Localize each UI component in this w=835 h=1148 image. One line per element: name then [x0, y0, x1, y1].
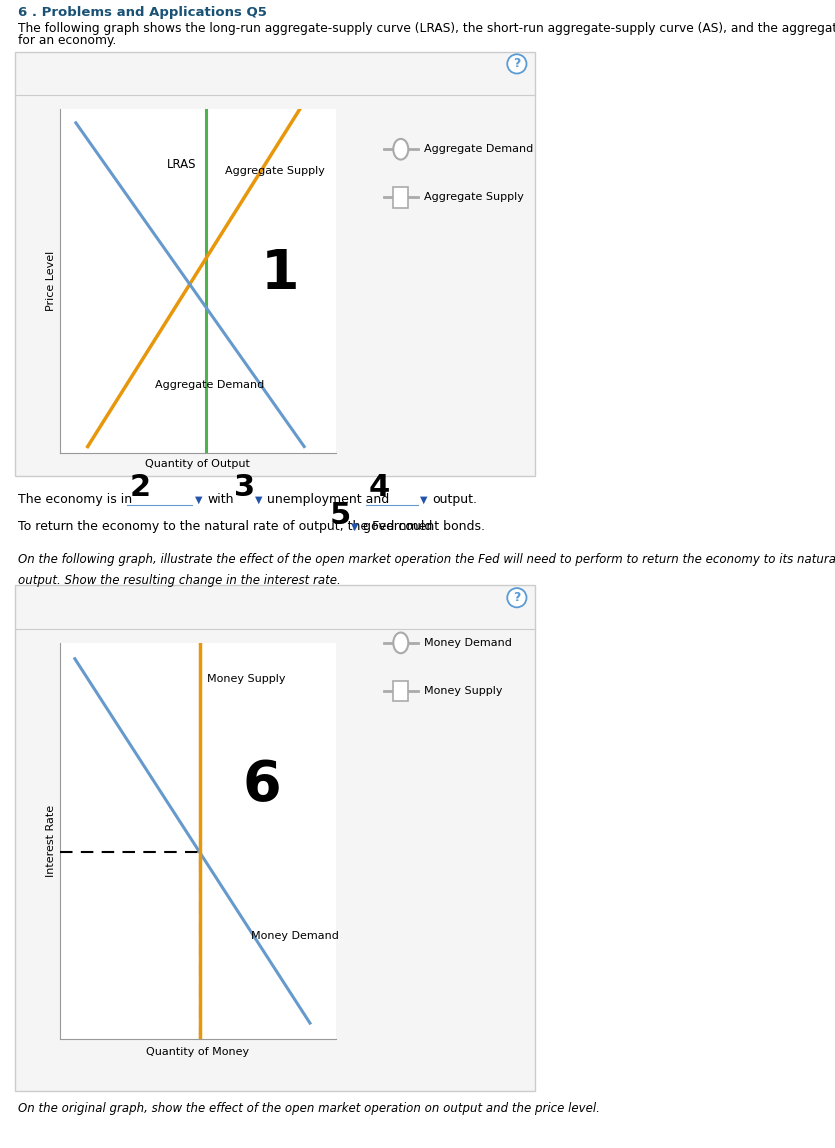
Text: Aggregate Demand: Aggregate Demand [424, 145, 534, 154]
Text: government bonds.: government bonds. [363, 520, 485, 534]
Text: Money Demand: Money Demand [251, 931, 339, 941]
Text: The following graph shows the long-run aggregate-supply curve (LRAS), the short-: The following graph shows the long-run a… [18, 22, 835, 34]
Text: ?: ? [514, 57, 520, 70]
Text: Money Demand: Money Demand [424, 638, 512, 647]
Text: Aggregate Demand: Aggregate Demand [155, 380, 265, 389]
Text: Quantity of Output: Quantity of Output [145, 459, 250, 470]
Text: On the original graph, show the effect of the open market operation on output an: On the original graph, show the effect o… [18, 1102, 600, 1115]
Text: 2: 2 [129, 473, 150, 503]
Text: ▼: ▼ [420, 495, 428, 504]
Text: To return the economy to the natural rate of output, the Fed could: To return the economy to the natural rat… [18, 520, 433, 534]
Text: ▼: ▼ [351, 522, 358, 532]
Text: Quantity of Money: Quantity of Money [146, 1047, 250, 1057]
Y-axis label: Price Level: Price Level [46, 251, 56, 311]
Text: output.: output. [433, 492, 478, 506]
Text: unemployment and: unemployment and [267, 492, 389, 506]
Text: LRAS: LRAS [166, 157, 196, 171]
Text: with: with [207, 492, 234, 506]
Text: On the following graph, illustrate the effect of the open market operation the F: On the following graph, illustrate the e… [18, 553, 835, 566]
Text: ?: ? [514, 591, 520, 604]
Text: output. Show the resulting change in the interest rate.: output. Show the resulting change in the… [18, 574, 342, 587]
Text: ▼: ▼ [195, 495, 202, 504]
Text: 6: 6 [243, 759, 281, 813]
Text: ▼: ▼ [255, 495, 262, 504]
Text: The economy is in: The economy is in [18, 492, 133, 506]
Text: Aggregate Supply: Aggregate Supply [225, 166, 326, 176]
Text: for an economy.: for an economy. [18, 34, 117, 47]
Text: Money Supply: Money Supply [424, 687, 503, 696]
Text: Aggregate Supply: Aggregate Supply [424, 193, 524, 202]
Y-axis label: Interest Rate: Interest Rate [46, 805, 56, 877]
Text: 4: 4 [368, 473, 389, 503]
Text: 6 . Problems and Applications Q5: 6 . Problems and Applications Q5 [18, 6, 267, 20]
Text: Money Supply: Money Supply [207, 674, 286, 683]
Text: 5: 5 [330, 501, 351, 530]
Text: 1: 1 [261, 247, 300, 302]
Text: 3: 3 [234, 473, 255, 503]
